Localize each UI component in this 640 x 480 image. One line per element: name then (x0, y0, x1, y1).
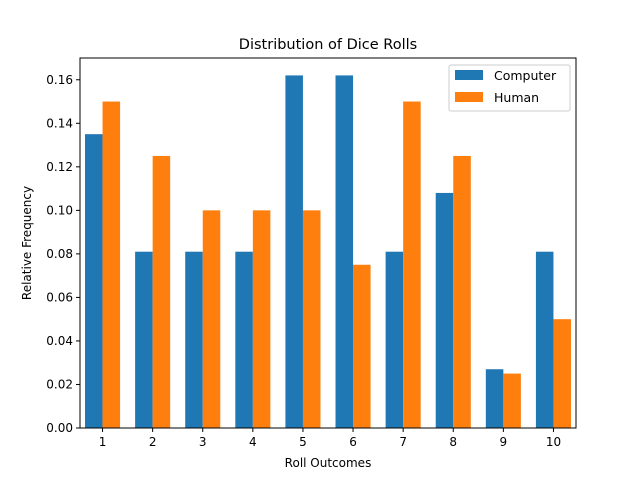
legend-swatch-human (455, 92, 483, 102)
bar-human-6 (353, 264, 371, 428)
chart-title: Distribution of Dice Rolls (239, 37, 417, 53)
bar-computer-5 (285, 75, 303, 428)
x-tick-label: 8 (449, 435, 457, 449)
bar-computer-6 (335, 75, 354, 428)
x-tick-label: 1 (99, 435, 107, 449)
bar-human-4 (252, 210, 271, 428)
x-tick-label: 9 (500, 435, 508, 449)
bar-computer-3 (185, 251, 203, 428)
y-axis-label: Relative Frequency (20, 186, 34, 300)
y-tick-label: 0.00 (46, 421, 73, 435)
y-tick-label: 0.10 (46, 203, 73, 217)
x-axis-ticks: 1 2 3 4 5 6 7 8 9 10 (99, 428, 561, 449)
y-tick-label: 0.06 (46, 290, 73, 304)
bar-human-5 (302, 210, 321, 428)
y-tick-label: 0.12 (46, 160, 73, 174)
y-tick-label: 0.08 (46, 247, 73, 261)
bar-human-2 (152, 155, 171, 429)
x-tick-label: 6 (349, 435, 357, 449)
plot-frame (79, 57, 577, 429)
bar-computer-2 (135, 251, 153, 428)
legend-label-human: Human (494, 90, 539, 105)
legend: Computer Human (448, 64, 571, 112)
bar-human-10 (553, 319, 571, 428)
bar-computer-4 (235, 251, 253, 428)
bar-human-8 (453, 155, 471, 429)
y-axis-ticks: 0.00 0.02 0.04 0.06 0.08 0.10 0.12 0.14 0.16 (46, 73, 80, 435)
bar-human-1 (102, 101, 121, 428)
x-tick-label: 5 (299, 435, 307, 449)
x-tick-label: 10 (546, 435, 561, 449)
y-tick-label: 0.04 (46, 334, 73, 348)
x-axis-label: Roll Outcomes (285, 456, 372, 470)
x-tick-label: 7 (399, 435, 407, 449)
legend-label-computer: Computer (494, 68, 557, 83)
x-tick-label: 2 (149, 435, 157, 449)
y-tick-label: 0.02 (46, 377, 73, 391)
bars-group (85, 75, 571, 429)
bar-computer-1 (85, 134, 103, 429)
y-tick-label: 0.14 (46, 116, 73, 130)
bar-computer-8 (435, 192, 454, 428)
bar-computer-9 (485, 369, 504, 428)
y-tick-label: 0.16 (46, 73, 73, 87)
bar-human-3 (202, 210, 221, 428)
legend-swatch-computer (455, 70, 483, 80)
bar-computer-7 (385, 251, 404, 428)
x-tick-label: 4 (249, 435, 257, 449)
bar-human-7 (403, 101, 421, 428)
bar-computer-10 (535, 251, 554, 428)
x-tick-label: 3 (199, 435, 207, 449)
bar-human-9 (503, 373, 521, 428)
